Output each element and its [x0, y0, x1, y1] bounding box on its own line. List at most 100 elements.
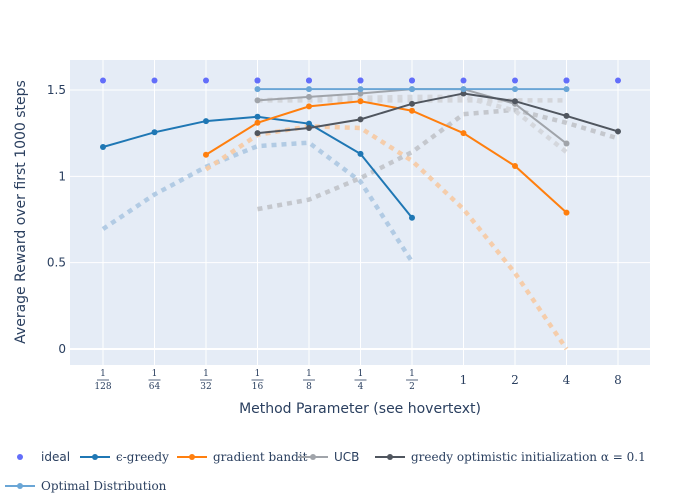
- data-point: [151, 77, 158, 84]
- data-point: [254, 113, 261, 120]
- dotted-series-line: [204, 124, 569, 351]
- legend-marker: [17, 483, 23, 489]
- dotted-series-line: [257, 107, 619, 212]
- series-line: [205, 100, 568, 214]
- data-point: [203, 118, 209, 125]
- data-point: [100, 77, 106, 84]
- legend-marker: [189, 454, 195, 460]
- data-point: [306, 103, 312, 110]
- data-point: [512, 86, 518, 93]
- x-tick-label: 8: [614, 373, 622, 387]
- data-point: [254, 119, 261, 126]
- legend-label: UCB: [334, 450, 359, 464]
- y-tick-label: 1.5: [47, 83, 66, 97]
- x-tick-denominator: 2: [409, 382, 415, 392]
- data-point: [306, 77, 312, 84]
- y-tick-labels: 0 0.5 1 1.5: [47, 83, 66, 356]
- x-axis-title: Method Parameter (see hovertext): [239, 401, 481, 417]
- data-point: [203, 151, 209, 158]
- data-point: [460, 77, 467, 84]
- series-line: [257, 92, 619, 135]
- data-point: [512, 162, 518, 169]
- data-point: [357, 90, 364, 97]
- series-5: [254, 86, 570, 93]
- x-tick-denominator: 64: [149, 382, 161, 392]
- x-tick-denominator: 16: [252, 382, 264, 392]
- legend-label: gradient bandit: [213, 450, 308, 464]
- data-point: [151, 129, 158, 136]
- y-tick-label: 0.5: [47, 256, 66, 270]
- data-point: [460, 90, 467, 97]
- data-point: [460, 86, 467, 93]
- x-tick-label: 116: [251, 369, 264, 392]
- legend[interactable]: ideal ϵ-greedy gradient bandit UCB greedy op…: [5, 450, 646, 493]
- data-point: [409, 100, 415, 107]
- legend-marker: [387, 454, 393, 460]
- data-point: [100, 143, 106, 150]
- x-tick-numerator: 1: [203, 369, 209, 379]
- legend-marker: [92, 454, 98, 460]
- legend-item[interactable]: ideal: [17, 450, 70, 464]
- x-tick-numerator: 1: [255, 369, 261, 379]
- data-point: [254, 97, 261, 104]
- data-point: [615, 128, 621, 135]
- series-1: [100, 113, 415, 221]
- x-tick-label: 4: [563, 373, 571, 387]
- data-point: [357, 77, 364, 84]
- data-point: [306, 120, 312, 127]
- legend-marker: [17, 454, 23, 460]
- data-point: [409, 86, 415, 93]
- data-point: [460, 130, 467, 137]
- series-0: [100, 77, 621, 84]
- series-4: [254, 90, 621, 137]
- x-tick-numerator: 1: [152, 369, 158, 379]
- data-point: [357, 150, 364, 157]
- data-point: [563, 86, 570, 93]
- x-tick-denominator: 32: [200, 382, 211, 392]
- legend-item[interactable]: Optimal Distribution: [5, 479, 167, 493]
- x-tick-label: 164: [148, 369, 161, 392]
- data-point: [357, 116, 364, 123]
- legend-item[interactable]: UCB: [298, 450, 359, 464]
- series-2: [203, 98, 570, 216]
- legend-item[interactable]: ϵ-greedy: [80, 450, 169, 464]
- x-tick-numerator: 1: [306, 369, 312, 379]
- x-tick-label: 132: [200, 369, 212, 392]
- data-point: [306, 124, 312, 131]
- legend-item[interactable]: greedy optimistic initialization α = 0.1: [375, 450, 646, 464]
- x-tick-label: 14: [354, 369, 367, 392]
- legend-marker: [310, 454, 316, 460]
- x-tick-numerator: 1: [358, 369, 364, 379]
- x-tick-numerator: 1: [100, 369, 106, 379]
- series-group: [100, 77, 621, 221]
- data-point: [254, 130, 261, 137]
- data-point: [409, 77, 415, 84]
- data-point: [512, 98, 518, 105]
- y-tick-label: 1: [58, 169, 66, 183]
- x-tick-label: 18: [303, 369, 315, 392]
- x-tick-denominator: 128: [94, 382, 111, 392]
- data-point: [409, 107, 415, 114]
- dotted-series-line: [101, 140, 414, 264]
- legend-item[interactable]: gradient bandit: [177, 450, 308, 464]
- x-tick-label: 2: [511, 373, 519, 387]
- x-tick-denominator: 8: [306, 382, 312, 392]
- data-point: [357, 86, 364, 93]
- x-tick-numerator: 1: [409, 369, 415, 379]
- data-point: [563, 77, 570, 84]
- x-tick-label: 12: [406, 369, 418, 392]
- x-tick-label: 1: [460, 373, 468, 387]
- data-point: [306, 93, 312, 100]
- data-point: [512, 77, 518, 84]
- legend-label: ϵ-greedy: [116, 450, 169, 464]
- x-tick-denominator: 4: [358, 382, 364, 392]
- legend-label: greedy optimistic initialization α = 0.1: [411, 450, 646, 464]
- legend-label: ideal: [41, 450, 70, 464]
- data-point: [409, 214, 415, 221]
- data-point: [254, 77, 261, 84]
- data-point: [306, 86, 312, 93]
- y-axis-title: Average Reward over first 1000 steps: [13, 80, 29, 344]
